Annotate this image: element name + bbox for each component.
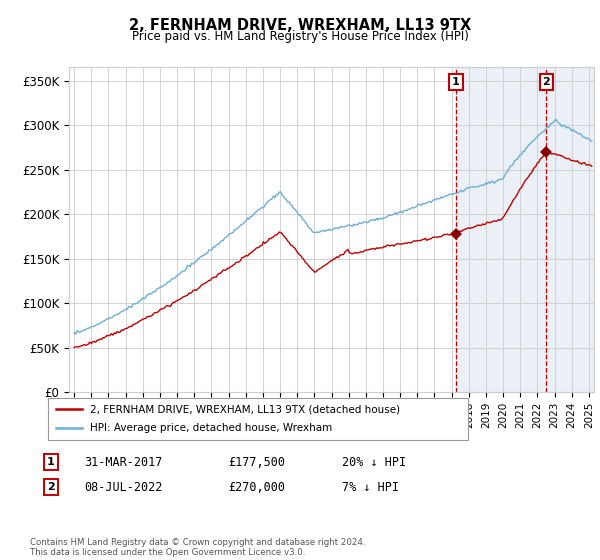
Text: 2: 2 bbox=[542, 77, 550, 87]
Text: 2: 2 bbox=[47, 482, 55, 492]
Text: 31-MAR-2017: 31-MAR-2017 bbox=[84, 455, 163, 469]
Text: 20% ↓ HPI: 20% ↓ HPI bbox=[342, 455, 406, 469]
Text: 1: 1 bbox=[452, 77, 460, 87]
Text: HPI: Average price, detached house, Wrexham: HPI: Average price, detached house, Wrex… bbox=[90, 423, 332, 433]
Text: 08-JUL-2022: 08-JUL-2022 bbox=[84, 480, 163, 494]
Text: 1: 1 bbox=[47, 457, 55, 467]
Text: 7% ↓ HPI: 7% ↓ HPI bbox=[342, 480, 399, 494]
Text: £270,000: £270,000 bbox=[228, 480, 285, 494]
Text: 2, FERNHAM DRIVE, WREXHAM, LL13 9TX (detached house): 2, FERNHAM DRIVE, WREXHAM, LL13 9TX (det… bbox=[90, 404, 400, 414]
FancyBboxPatch shape bbox=[48, 398, 468, 440]
Text: 2, FERNHAM DRIVE, WREXHAM, LL13 9TX: 2, FERNHAM DRIVE, WREXHAM, LL13 9TX bbox=[129, 18, 471, 32]
Text: Price paid vs. HM Land Registry's House Price Index (HPI): Price paid vs. HM Land Registry's House … bbox=[131, 30, 469, 43]
Bar bbox=[456, 67, 600, 392]
Text: Contains HM Land Registry data © Crown copyright and database right 2024.
This d: Contains HM Land Registry data © Crown c… bbox=[30, 538, 365, 557]
Text: £177,500: £177,500 bbox=[228, 455, 285, 469]
